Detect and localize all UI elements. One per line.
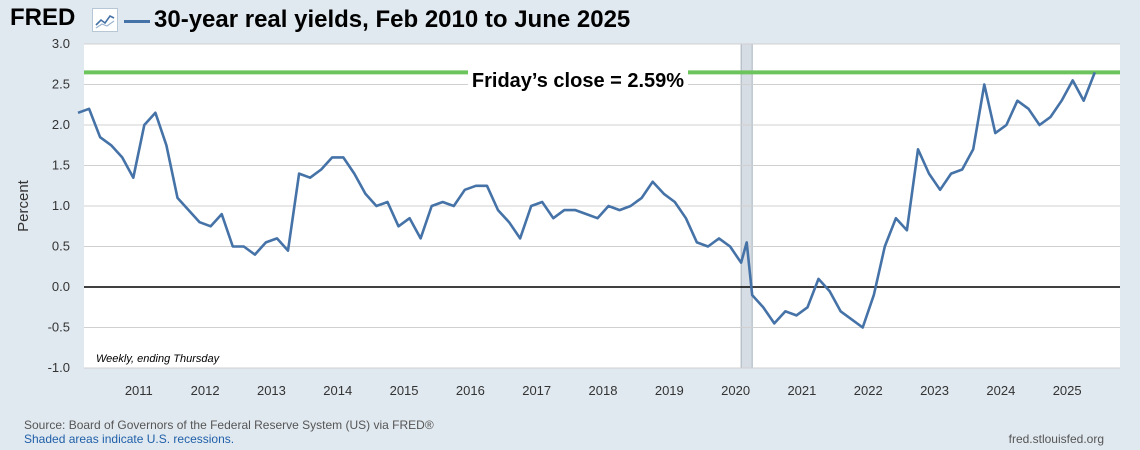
x-axis-ticks: 2011 2012 2013 2014 2015 2016 2017 2018 2019 2020… bbox=[125, 383, 1082, 398]
source-note: Source: Board of Governors of the Federa… bbox=[24, 418, 434, 446]
source-text: Source: Board of Governors of the Federa… bbox=[24, 418, 434, 432]
annotation-text: Friday’s close = 2.59% bbox=[472, 70, 684, 92]
x-tick-label: 2017 bbox=[522, 383, 551, 398]
y-tick-label: 1.0 bbox=[52, 198, 70, 213]
x-tick-label: 2014 bbox=[323, 383, 352, 398]
x-tick-label: 2019 bbox=[655, 383, 684, 398]
x-tick-label: 2013 bbox=[257, 383, 286, 398]
annotation-box bbox=[468, 68, 688, 93]
y-tick-label: -1.0 bbox=[48, 360, 70, 375]
x-tick-label: 2024 bbox=[986, 383, 1015, 398]
frequency-note: Weekly, ending Thursday bbox=[96, 353, 221, 365]
x-tick-label: 2016 bbox=[456, 383, 485, 398]
x-tick-label: 2021 bbox=[787, 383, 816, 398]
x-tick-label: 2015 bbox=[390, 383, 419, 398]
y-axis-label: Percent bbox=[15, 179, 32, 232]
y-tick-label: 0.0 bbox=[52, 279, 70, 294]
y-tick-label: 2.0 bbox=[52, 117, 70, 132]
x-tick-label: 2018 bbox=[589, 383, 618, 398]
series-line bbox=[77, 71, 1097, 329]
series-legend-line bbox=[124, 20, 150, 23]
x-tick-label: 2023 bbox=[920, 383, 949, 398]
x-tick-label: 2012 bbox=[191, 383, 220, 398]
y-tick-label: 0.5 bbox=[52, 239, 70, 254]
y-tick-label: -0.5 bbox=[48, 320, 70, 335]
y-tick-label: 2.5 bbox=[52, 77, 70, 92]
graph-icon bbox=[92, 8, 118, 32]
y-tick-label: 3.0 bbox=[52, 36, 70, 51]
recession-note[interactable]: Shaded areas indicate U.S. recessions. bbox=[24, 432, 235, 446]
x-tick-label: 2011 bbox=[125, 383, 153, 398]
x-tick-label: 2025 bbox=[1053, 383, 1082, 398]
y-axis-ticks: 3.0 2.5 2.0 1.5 1.0 0.5 0.0 -0.5 -1.0 bbox=[48, 36, 70, 375]
chart-header: FRED 30-year real yields, Feb 2010 to Ju… bbox=[0, 0, 1140, 40]
x-tick-label: 2020 bbox=[721, 383, 750, 398]
chart-title: 30-year real yields, Feb 2010 to June 20… bbox=[154, 6, 631, 33]
fred-logo: FRED bbox=[10, 4, 76, 31]
site-link[interactable]: fred.stlouisfed.org bbox=[1008, 432, 1104, 446]
y-tick-label: 1.5 bbox=[52, 158, 70, 173]
x-tick-label: 2022 bbox=[854, 383, 883, 398]
line-chart: Friday’s close = 2.59% 3.0 2.5 2.0 1.5 1.0 0.… bbox=[15, 36, 1120, 398]
